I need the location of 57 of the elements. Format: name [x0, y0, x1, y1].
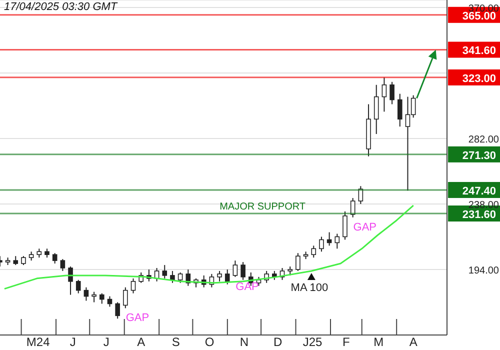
annotation: GAP — [353, 221, 377, 234]
ref-line-label: 341.60 — [462, 45, 496, 58]
candlestick — [92, 291, 96, 303]
candlestick — [382, 76, 387, 112]
candlestick — [397, 93, 402, 128]
y-tick-label: 194.00 — [468, 265, 500, 276]
x-tick-label: J — [103, 335, 110, 349]
x-tick-label: A — [137, 335, 146, 349]
candlestick — [99, 292, 104, 304]
candlestick — [319, 236, 324, 252]
candlestick — [224, 268, 230, 285]
x-tick-label: M — [374, 335, 384, 349]
x-tick-label: F — [342, 335, 350, 349]
candlestick — [296, 252, 300, 272]
candlestick — [232, 260, 238, 278]
candlestick — [334, 233, 340, 250]
candlestick — [60, 258, 66, 272]
candlestick — [390, 81, 394, 105]
candlestick — [115, 302, 120, 320]
candlestick — [170, 270, 175, 284]
candlestick — [130, 278, 136, 294]
x-tick-label: S — [172, 335, 180, 349]
y-tick-label: 282.00 — [468, 134, 500, 146]
candlestick — [107, 296, 112, 308]
x-tick-label: J — [70, 335, 76, 349]
x-tick-label: J25 — [302, 335, 323, 349]
x-tick-label: M24 — [26, 335, 50, 349]
candlestick — [374, 84, 379, 134]
series-label: MA 100 — [290, 282, 328, 294]
annotation: 17/04/2025 03:30 GMT — [4, 1, 118, 13]
candlestick — [76, 279, 81, 294]
candlestick — [240, 262, 246, 280]
candlestick — [52, 252, 58, 264]
candlestick — [350, 198, 356, 218]
candlestick — [358, 186, 364, 204]
x-tick-label: D — [274, 335, 282, 349]
ref-line-label: 231.60 — [462, 209, 496, 222]
candlestick — [123, 286, 128, 309]
candlestick — [217, 270, 222, 282]
candlestick — [68, 266, 73, 296]
annotation: MAJOR SUPPORT — [220, 202, 306, 213]
ref-line-label: 323.00 — [462, 72, 496, 85]
line-series — [4, 204, 414, 290]
candlestick — [342, 210, 348, 240]
candlestick — [162, 264, 168, 279]
candlestick — [178, 272, 183, 284]
candlestick — [311, 245, 316, 258]
ref-line-label: 271.30 — [462, 150, 496, 162]
x-tick-label: N — [240, 335, 249, 349]
x-tick-label: A — [409, 335, 418, 349]
candlestick — [84, 286, 89, 302]
ref-line-label: 247.40 — [462, 185, 496, 198]
ref-line-label: 365.00 — [462, 10, 496, 22]
candlestick — [326, 232, 332, 246]
annotation: GAP — [236, 280, 259, 293]
x-tick-label: O — [204, 335, 214, 349]
annotation: GAP — [126, 312, 150, 324]
